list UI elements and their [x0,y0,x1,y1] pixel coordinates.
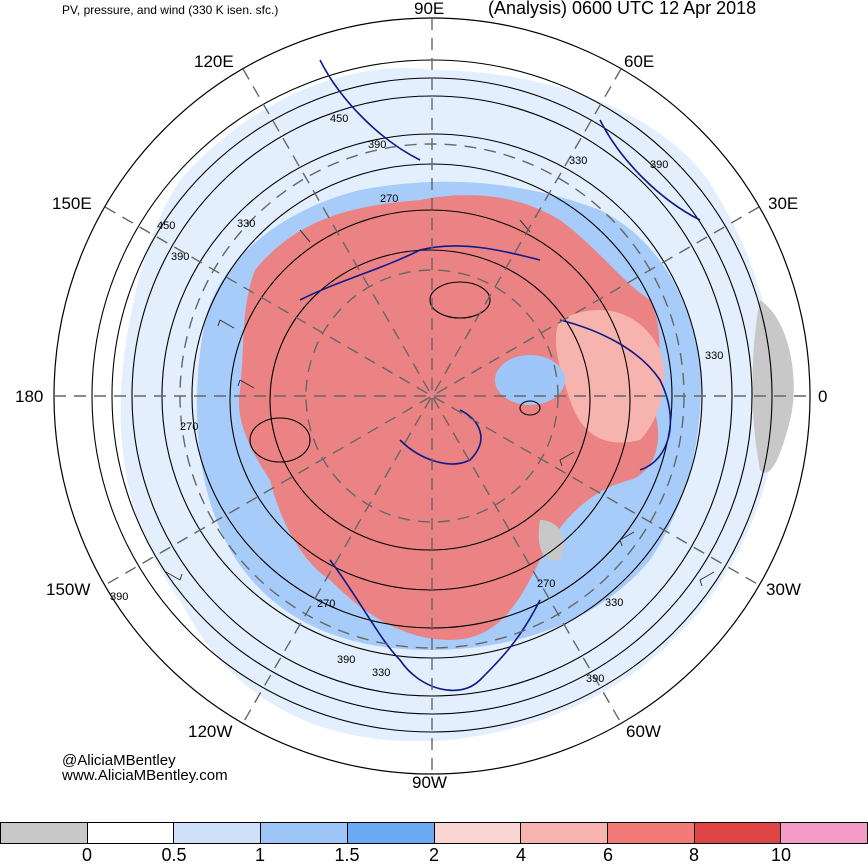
contour-label: 390 [171,251,189,263]
colorbar-swatch [174,822,262,844]
lon-label-60w: 60W [626,722,661,741]
contour-label: 330 [237,218,255,230]
colorbar-tick: 10 [770,845,792,865]
lon-label-30e: 30E [768,194,799,213]
colorbar-swatch [781,822,868,844]
colorbar-swatch [694,822,782,844]
colorbar-swatch [347,822,435,844]
lon-label-60e: 60E [624,52,655,71]
contour-label: 330 [372,667,390,679]
colorbar-swatch [434,822,522,844]
contour-label: 270 [380,193,398,205]
colorbar-tick: 6 [602,845,614,865]
contour-label: 390 [650,159,668,171]
credit-website: www.AliciaMBentley.com [62,767,228,784]
contour-label: 270 [317,598,335,610]
colorbar-swatch [87,822,175,844]
contour-label: 390 [368,139,386,151]
colorbar-tick: 4 [515,845,527,865]
contour-label: 330 [605,597,623,609]
contour-label: 390 [110,591,128,603]
contour-label: 270 [537,578,555,590]
lon-label-90e: 90E [414,0,445,18]
lon-label-0: 0 [818,387,828,406]
lon-label-180: 180 [15,387,44,406]
pv-pink-fringe [555,310,664,443]
pv-grey-patch-south [538,520,564,561]
pv-grey-patch-east [752,300,794,473]
colorbar-tick: 0 [81,845,93,865]
contour-label: 450 [330,113,348,125]
colorbar-tick: 2 [428,845,440,865]
colorbar-swatch [521,822,608,844]
lon-label-120e: 120E [194,52,234,71]
coastlines [299,59,701,692]
colorbar-tick: 1.5 [334,845,360,865]
colorbar-tick: 1 [254,845,266,865]
contour-label: 270 [180,421,198,433]
colorbar-swatch [0,822,88,844]
contour-label: 450 [157,220,175,232]
graticule [54,18,810,774]
colorbar-swatch [607,822,695,844]
contour-label: 330 [705,350,723,362]
colorbar-tick: 0.5 [161,845,187,865]
colorbar-tick: 8 [688,845,700,865]
wind-barbs [165,219,715,587]
contour-label: 330 [569,155,587,167]
lon-label-120w: 120W [188,722,233,741]
lon-label-150w: 150W [46,580,91,599]
lon-label-90w: 90W [412,773,447,792]
colorbar-swatch [261,822,348,844]
lon-label-150e: 150E [52,194,92,213]
lon-label-30w: 30W [766,580,801,599]
colorbar [0,822,868,844]
left-title: PV, pressure, and wind (330 K isen. sfc.… [62,3,279,17]
contour-label: 390 [337,654,355,666]
right-title: (Analysis) 0600 UTC 12 Apr 2018 [488,0,757,18]
contour-label: 390 [586,673,604,685]
credit-handle: @AliciaMBentley [62,752,176,769]
pv-blue-anomaly [495,355,565,405]
